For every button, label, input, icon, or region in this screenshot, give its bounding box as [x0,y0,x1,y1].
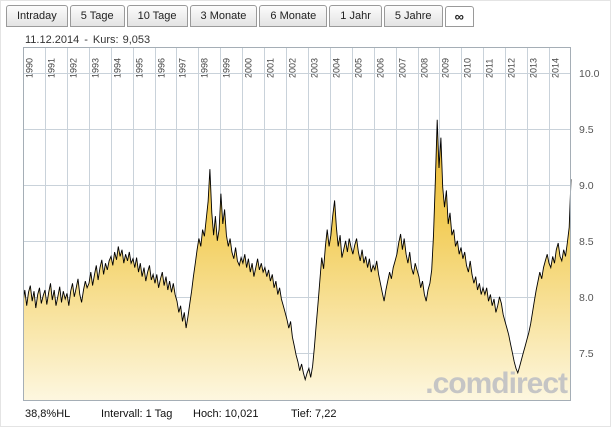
year-label: 1993 [91,58,101,78]
year-label: 2005 [354,58,364,78]
quote-kurs-value: 9,053 [122,34,151,46]
plot-border [23,47,571,401]
price-chart-svg: 1990 1991 1992 1993 1994 1995 1996 1997 1998 1999… [22,47,600,402]
y-axis-label: 9.0 [579,180,594,192]
y-axis-label: 8.0 [579,292,594,304]
tab-5-tage[interactable]: 5 Tage [69,5,125,27]
year-label: 1997 [178,58,188,78]
year-label: 2001 [266,58,276,78]
year-label: 1992 [69,58,79,78]
year-label: 2014 [551,58,561,78]
year-label: 2000 [244,58,254,78]
year-label: 1991 [47,58,57,78]
year-label: 2009 [441,58,451,78]
price-line [22,119,572,382]
year-label: 2013 [529,58,539,78]
quote-kurs-label: Kurs: [92,34,119,46]
year-label: 2012 [507,58,517,78]
y-axis-label: 8.5 [579,236,594,248]
quote-separator: - [84,34,88,46]
year-label: 1994 [113,58,123,78]
watermark: .comdirect [425,367,568,400]
price-area-fill [23,119,571,402]
year-label: 2011 [485,59,495,78]
stat-high: Hoch: 10,021 [193,408,259,420]
quote-line: 11.12.2014- Kurs: 9,053 [25,34,150,46]
tab-max[interactable]: ∞ [444,6,474,27]
tab-5-jahre[interactable]: 5 Jahre [383,5,443,27]
year-label: 1999 [222,58,232,78]
y-axis-label: 7.5 [579,348,594,360]
chart-area: 1990 1991 1992 1993 1994 1995 1996 1997 1998 1999… [22,47,605,402]
tab-1-jahr[interactable]: 1 Jahr [329,5,382,27]
year-label: 1996 [157,58,167,78]
stat-range-percent: 38,8%HL [25,408,71,420]
year-label: 2004 [332,58,342,78]
tab-10-tage[interactable]: 10 Tage [126,5,188,27]
year-label: 1990 [25,58,35,78]
chart-range-tabs: Intraday 5 Tage 10 Tage 3 Monate 6 Monate 1 J… [6,5,474,27]
year-label: 2010 [463,58,473,78]
tab-3-monate[interactable]: 3 Monate [189,5,258,27]
year-label: 2003 [310,58,320,78]
year-label: 2008 [420,58,430,78]
stat-low: Tief: 7,22 [291,408,337,420]
tab-intraday[interactable]: Intraday [6,5,68,27]
year-label: 2002 [288,58,298,78]
quote-date: 11.12.2014 [25,34,80,46]
year-label: 2006 [376,58,386,78]
y-axis-label: 9.5 [579,124,594,136]
stat-interval: Intervall: 1 Tag [101,408,173,420]
year-label: 1995 [135,58,145,78]
year-label: 1998 [200,58,210,78]
tab-6-monate[interactable]: 6 Monate [259,5,328,27]
year-label: 2007 [398,58,408,78]
y-axis-label: 10.0 [579,68,600,80]
